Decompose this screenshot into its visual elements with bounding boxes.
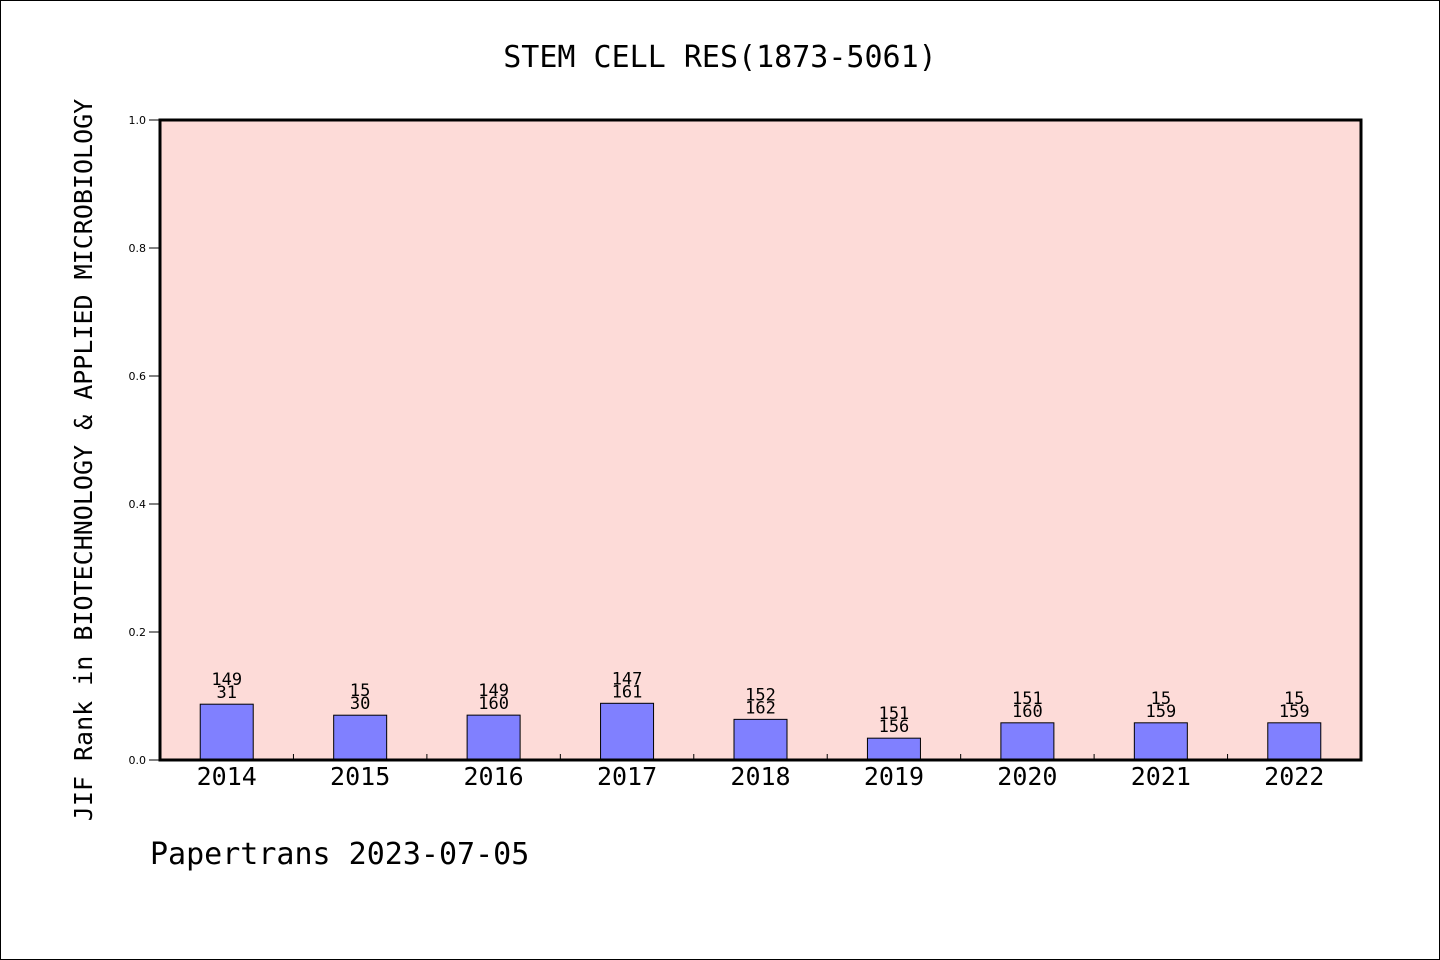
bar (1133, 722, 1188, 761)
bar-label-total: 156 (879, 717, 910, 737)
bar-label-total: 159 (1145, 702, 1176, 722)
x-tick-label: 2015 (330, 762, 390, 791)
watermark: Papertrans 2023-07-05 (150, 837, 529, 872)
bar-label-rank: 151 (879, 704, 910, 724)
y-axis-ticks: 0.0 0.2 0.4 0.6 0.8 1.0 (129, 114, 160, 767)
bar-label-total: 30 (350, 694, 370, 714)
x-tick-label: 2020 (997, 762, 1057, 791)
bar (866, 737, 921, 761)
x-tick-label: 2022 (1264, 762, 1324, 791)
x-tick-label: 2018 (730, 762, 790, 791)
x-tick-label: 2016 (464, 762, 524, 791)
bar (600, 702, 655, 761)
y-tick-label: 1.0 (129, 114, 147, 127)
bar-label-total: 162 (745, 698, 776, 718)
x-tick-label: 2017 (597, 762, 657, 791)
x-tick-label: 2019 (864, 762, 924, 791)
bar-label-total: 160 (478, 694, 509, 714)
x-tick-label: 2021 (1131, 762, 1191, 791)
bar-label-total: 159 (1279, 702, 1310, 722)
bar (466, 714, 521, 761)
bar (199, 703, 254, 761)
y-tick-label: 0.4 (129, 498, 147, 511)
bar-label-rank: 151 (1012, 689, 1043, 709)
y-tick-label: 0.6 (129, 370, 147, 383)
plot-border (158, 118, 1363, 762)
bar-label-rank: 15 (350, 681, 370, 701)
bar-label-total: 31 (216, 683, 236, 703)
y-tick-label: 0.2 (129, 626, 147, 639)
bar-label-rank: 152 (745, 685, 776, 705)
bars (199, 702, 1322, 761)
y-tick-label: 0.8 (129, 242, 147, 255)
bar-label-rank: 149 (478, 681, 509, 701)
bar (733, 718, 788, 761)
bar-label-rank: 15 (1284, 689, 1304, 709)
bar (333, 714, 388, 761)
y-axis-label: JIF Rank in BIOTECHNOLOGY & APPLIED MICR… (69, 99, 98, 821)
x-tick-label: 2014 (197, 762, 257, 791)
bar (1000, 722, 1055, 761)
bar-label-total: 161 (612, 682, 643, 702)
bar-label-rank: 147 (612, 669, 643, 689)
bar-label-total: 160 (1012, 702, 1043, 722)
x-axis-ticks: 2014 2015 2016 2017 2018 2019 2020 2021 2022 (197, 754, 1324, 791)
plot-area (160, 120, 1361, 760)
chart-title: STEM CELL RES(1873-5061) (503, 40, 936, 75)
bar (1267, 722, 1322, 761)
bar-label-rank: 15 (1151, 689, 1171, 709)
y-tick-label: 0.0 (129, 754, 147, 767)
bar-label-rank: 149 (211, 670, 242, 690)
